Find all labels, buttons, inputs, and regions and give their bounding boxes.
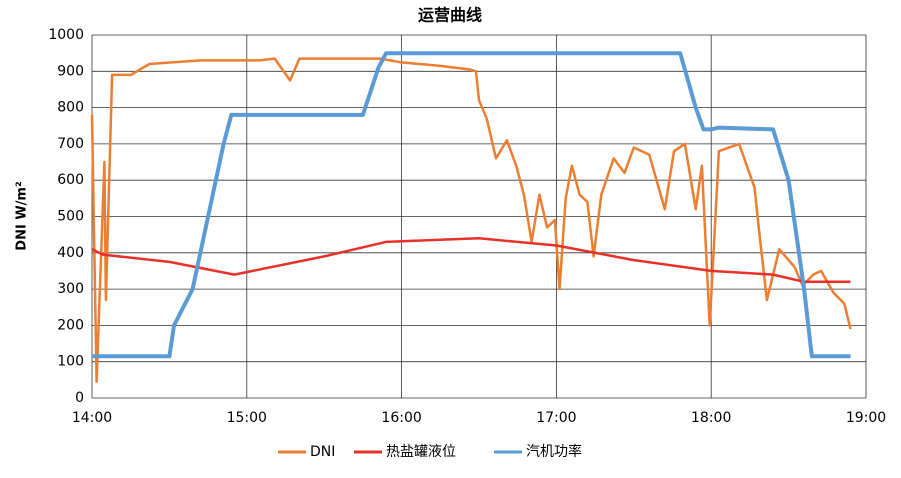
legend-label: 热盐罐液位 — [386, 444, 456, 460]
series-line — [90, 57, 852, 383]
y-tick-label: 300 — [57, 281, 84, 297]
x-tick-label: 17:00 — [536, 410, 576, 426]
x-tick-label: 19:00 — [846, 410, 886, 426]
x-tick-label: 14:00 — [72, 410, 112, 426]
x-tick-label: 18:00 — [691, 410, 731, 426]
legend-label: 汽机功率 — [526, 443, 582, 460]
y-tick-label: 700 — [57, 136, 84, 152]
legend-label: DNI — [310, 444, 335, 460]
series-line — [91, 237, 851, 284]
y-tick-label: 600 — [57, 172, 84, 188]
y-tick-label: 100 — [57, 354, 84, 370]
x-tick-label: 15:00 — [227, 410, 267, 426]
y-tick-label: 900 — [57, 63, 84, 79]
y-tick-label: 0 — [75, 390, 84, 406]
series-line — [92, 51, 851, 359]
y-axis-label: DNI W/m² — [15, 181, 30, 250]
y-tick-label: 1000 — [48, 27, 84, 43]
y-tick-label: 800 — [57, 100, 84, 116]
chart-title: 运营曲线 — [418, 6, 482, 25]
y-tick-label: 200 — [57, 317, 84, 333]
y-tick-label: 400 — [57, 245, 84, 261]
y-tick-label: 500 — [57, 209, 84, 225]
x-tick-label: 16:00 — [381, 410, 421, 426]
